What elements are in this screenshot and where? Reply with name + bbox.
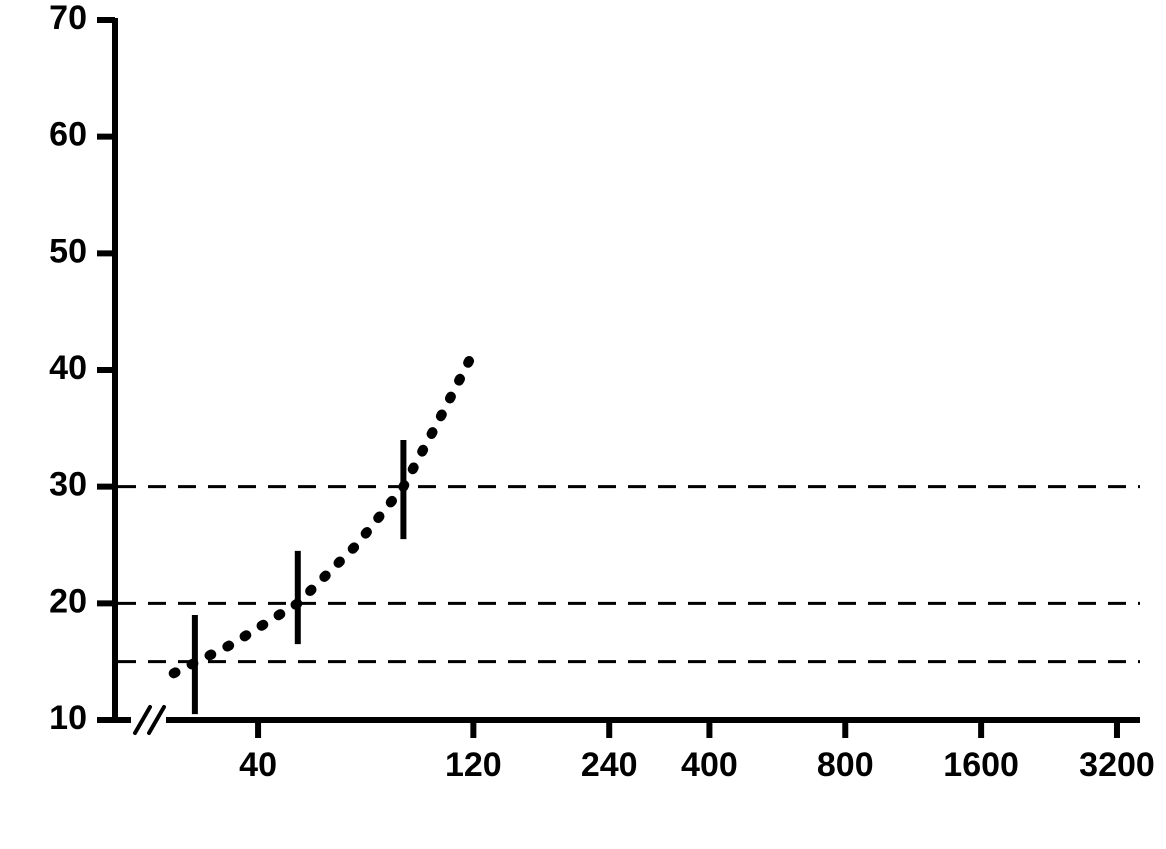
axis-break-slash (135, 707, 150, 733)
x-tick-label: 1600 (943, 746, 1019, 784)
x-ticks: 40 120 240 400 800 1600 3200 (239, 720, 1155, 784)
x-tick-label: 400 (681, 746, 738, 784)
y-tick-label: 40 (49, 349, 87, 387)
y-tick-label: 20 (49, 582, 87, 620)
y-tick-label: 50 (49, 232, 87, 270)
error-bars (195, 440, 404, 714)
x-tick-label: 3200 (1079, 746, 1155, 784)
x-tick-label: 40 (239, 746, 277, 784)
x-tick-label: 120 (445, 746, 502, 784)
trend-curve-path (174, 353, 474, 674)
y-tick-label: 10 (49, 699, 87, 737)
x-tick-label: 240 (581, 746, 638, 784)
axis-break-slash (149, 707, 164, 733)
reference-lines (118, 487, 1140, 662)
y-tick-label: 60 (49, 116, 87, 154)
y-tick-label: 70 (49, 0, 87, 37)
y-tick-label: 30 (49, 466, 87, 504)
trend-curve (174, 353, 474, 674)
chart: 10 20 30 40 50 60 70 40 120 240 400 800 1600 3200 (0, 0, 1166, 849)
y-ticks: 10 20 30 40 50 60 70 (49, 0, 115, 737)
x-tick-label: 800 (817, 746, 874, 784)
